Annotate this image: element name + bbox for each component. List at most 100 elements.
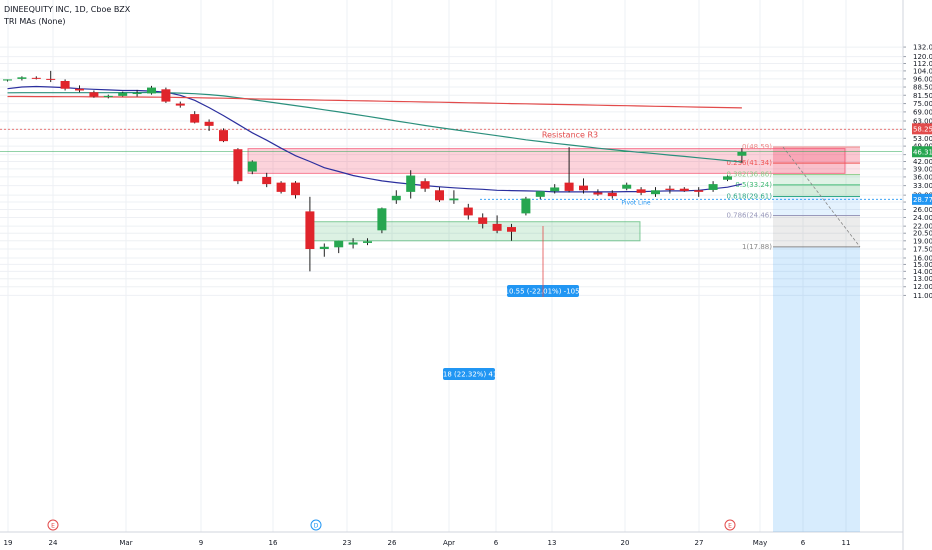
x-tick-label: May (753, 539, 767, 547)
y-tick-label: 96.00 (913, 75, 932, 83)
candle-body (679, 188, 689, 191)
candle (60, 79, 70, 91)
candle (708, 181, 718, 192)
event-marker: D (310, 519, 322, 531)
candle-body (348, 242, 358, 245)
candle-body (406, 175, 416, 192)
candle-body (46, 78, 56, 80)
candle-body (75, 88, 84, 91)
ma-fast-line (7, 85, 743, 193)
candle (679, 187, 689, 192)
candle (564, 147, 574, 193)
candle (737, 148, 747, 163)
y-tick-label: 36.00 (913, 173, 932, 181)
candle-body (435, 190, 444, 201)
event-marker-label: D (314, 523, 319, 530)
candle (420, 178, 430, 192)
candle-body (737, 151, 747, 156)
last-price-tag-text: 46.31 (913, 148, 932, 156)
candle (247, 160, 257, 175)
y-tick-label: 39.00 (913, 165, 932, 173)
indicator-line: TRI MAs (None) (4, 17, 66, 26)
support-zone (307, 221, 641, 242)
candle (363, 238, 372, 246)
y-tick-label: 75.00 (913, 100, 932, 108)
candle (147, 85, 156, 95)
candle-body (492, 223, 502, 231)
candle-body (219, 130, 228, 142)
candle-body (118, 92, 128, 96)
y-tick-label: 19.00 (913, 237, 932, 245)
y-tick-label: 22.00 (913, 223, 932, 231)
y-tick-label: 17.50 (913, 246, 932, 254)
x-tick-label: 27 (695, 539, 704, 547)
y-tick-label: 53.00 (913, 135, 932, 143)
last-price-tag: 46.31 (912, 146, 932, 158)
y-tick-label: 26.00 (913, 206, 932, 214)
candle (103, 94, 113, 99)
ma-mid-line (7, 91, 742, 163)
y-tick-label: 112.00 (913, 60, 932, 68)
x-tick-label: 26 (388, 539, 397, 547)
fib-extension-band (773, 246, 860, 532)
fib-band (773, 163, 860, 175)
candle (219, 128, 228, 143)
resistance-price-tag-text: 58.25 (913, 125, 932, 133)
candle (579, 178, 588, 194)
y-tick-label: 88.50 (913, 84, 932, 92)
y-tick-label: 24.00 (913, 214, 932, 222)
measure-lower: 4.18 (22.32%) 418 (436, 368, 502, 380)
y-tick-label: 132.00 (913, 44, 932, 52)
candle (593, 189, 603, 196)
candle-body (507, 227, 516, 232)
y-tick-label: 33.00 (913, 182, 932, 190)
fib-level-label: 0.382(36.86) (726, 171, 772, 179)
candle-body (132, 92, 142, 95)
candle-body (31, 77, 41, 79)
fib-level-label: 0(48.59) (742, 143, 772, 151)
y-tick-label: 42.00 (913, 158, 932, 166)
candle-body (463, 207, 473, 216)
candle-body (535, 191, 545, 197)
x-tick-label: 23 (343, 539, 352, 547)
candle-body (190, 114, 200, 123)
event-marker-circle (47, 519, 59, 531)
candle (406, 170, 416, 199)
candle (118, 91, 128, 97)
measure-lower-text: 4.18 (22.32%) 418 (436, 371, 502, 379)
resistance-r3-label: Resistance R3 (542, 130, 598, 139)
candle-body (204, 121, 214, 126)
candle-body (391, 195, 401, 201)
candle-body (550, 187, 560, 192)
x-tick-label: 19 (4, 539, 13, 547)
pivot-line-label: Pivot Line (621, 199, 650, 206)
pivot-price-tag: 28.77 (912, 193, 932, 205)
candle (348, 238, 358, 249)
x-tick-label: Apr (443, 539, 455, 547)
candle (175, 101, 185, 108)
candle (305, 196, 315, 272)
candle (17, 76, 27, 81)
x-tick-label: 24 (49, 539, 58, 547)
candle (204, 119, 214, 131)
candle (89, 90, 99, 98)
candle (435, 187, 444, 203)
candle-body (449, 198, 459, 201)
candle-body (175, 103, 185, 106)
x-tick-label: 6 (494, 539, 499, 547)
candle (463, 203, 473, 220)
y-tick-label: 20.50 (913, 230, 932, 238)
candle (377, 207, 387, 234)
y-tick-label: 11.00 (913, 292, 932, 300)
candle (492, 215, 502, 234)
x-tick-label: 20 (621, 539, 630, 547)
candle-body (103, 95, 113, 98)
candle (334, 240, 344, 254)
candle (535, 191, 545, 200)
candle-body (363, 241, 372, 243)
fib-band (773, 196, 860, 216)
candle-body (564, 182, 574, 191)
candle (190, 111, 200, 124)
resistance-price-tag-bg (912, 123, 932, 135)
